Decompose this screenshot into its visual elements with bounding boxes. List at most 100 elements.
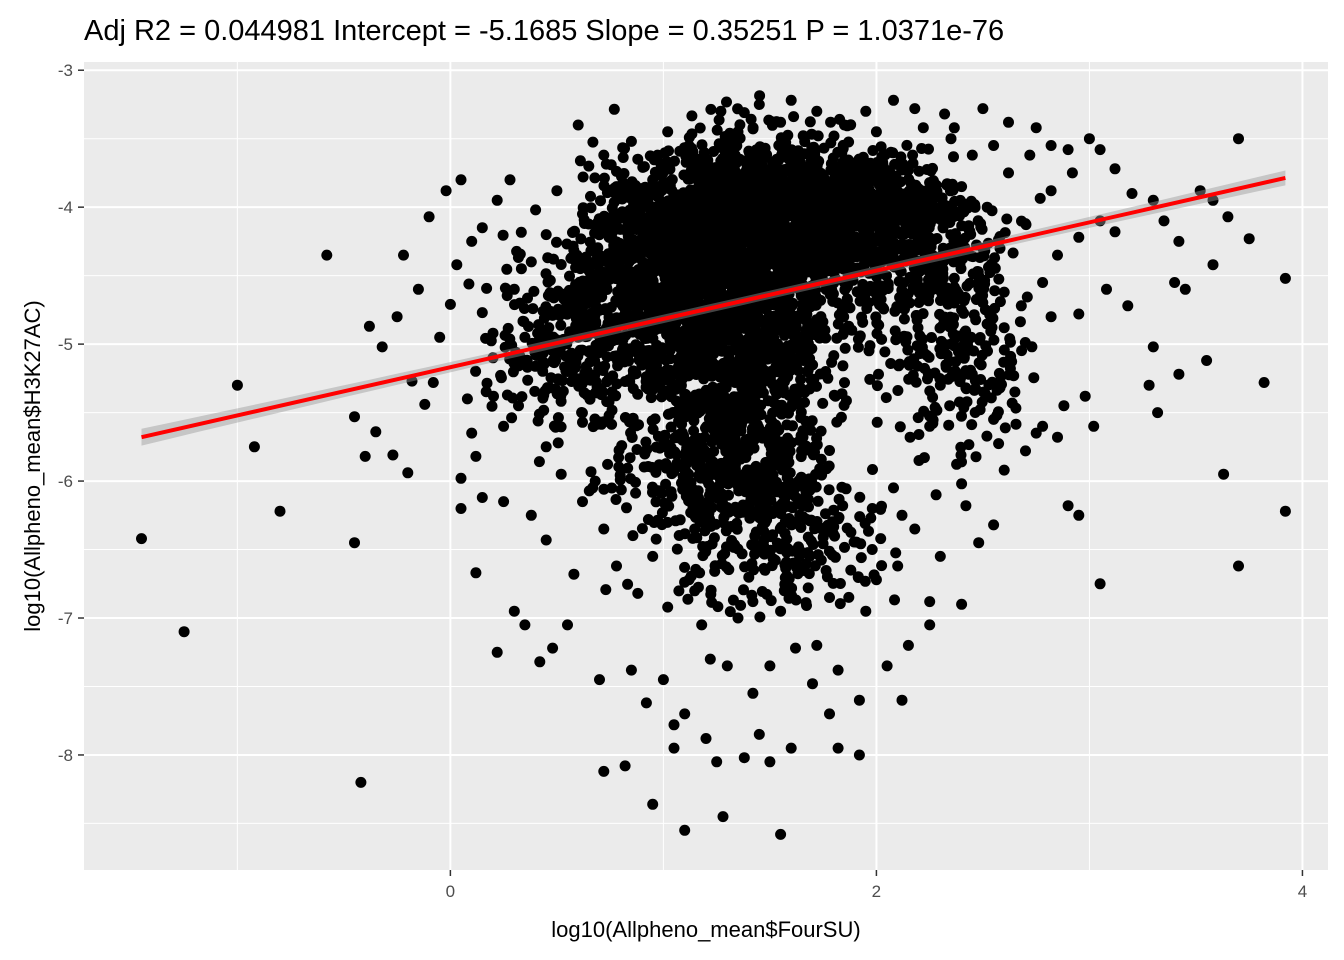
data-point: [672, 225, 684, 237]
data-point: [809, 446, 820, 458]
data-point: [795, 412, 807, 424]
data-point: [773, 443, 785, 455]
data-point: [538, 357, 550, 369]
data-point: [601, 376, 613, 388]
data-point: [720, 393, 732, 405]
data-point: [774, 302, 786, 314]
data-point: [878, 195, 890, 206]
data-point: [617, 152, 629, 163]
data-point: [647, 201, 659, 213]
data-point: [656, 196, 668, 208]
data-point: [827, 152, 839, 164]
data-point: [863, 190, 875, 202]
data-point: [852, 341, 864, 353]
data-point: [701, 362, 713, 373]
data-point: [871, 157, 883, 168]
data-point: [668, 322, 680, 334]
data-point: [761, 331, 773, 343]
data-point: [686, 110, 698, 122]
data-point: [621, 502, 632, 514]
data-point: [745, 113, 757, 125]
data-point: [703, 452, 715, 464]
data-point: [890, 242, 902, 254]
data-point: [501, 290, 513, 302]
data-point: [757, 354, 769, 366]
data-point: [752, 425, 764, 437]
data-point: [638, 331, 650, 343]
data-point: [651, 188, 663, 200]
data-point: [666, 204, 678, 216]
data-point: [818, 238, 830, 250]
data-point: [606, 482, 618, 494]
data-point: [518, 316, 530, 328]
data-point: [710, 199, 722, 211]
data-point: [817, 397, 829, 409]
data-point: [772, 264, 784, 276]
data-point: [934, 283, 946, 295]
data-point: [596, 291, 608, 303]
data-point: [512, 252, 524, 263]
data-point: [692, 393, 704, 405]
data-point: [751, 268, 763, 280]
data-point: [797, 256, 809, 268]
data-point: [755, 366, 767, 378]
data-point: [989, 252, 1001, 264]
data-point: [655, 285, 667, 297]
data-point: [850, 231, 862, 243]
data-point: [640, 436, 652, 448]
data-point: [647, 229, 659, 241]
data-point: [715, 247, 727, 259]
data-point: [911, 310, 923, 321]
data-point: [844, 215, 856, 227]
data-point: [673, 585, 685, 597]
data-point: [832, 235, 844, 247]
data-point: [619, 412, 631, 423]
data-point: [750, 184, 762, 196]
data-point: [657, 158, 668, 170]
data-point: [709, 307, 721, 319]
data-point: [656, 372, 668, 384]
data-point: [873, 368, 884, 380]
data-point: [705, 588, 717, 600]
data-point: [595, 389, 607, 401]
data-point: [682, 396, 694, 408]
data-point: [627, 530, 639, 542]
data-point: [797, 130, 809, 142]
data-point: [758, 275, 770, 287]
data-point: [748, 210, 760, 222]
data-point: [610, 494, 622, 505]
data-point: [742, 318, 754, 330]
data-point: [828, 350, 840, 362]
data-point: [913, 297, 925, 308]
data-point: [815, 425, 827, 437]
data-point: [552, 412, 564, 424]
data-point: [661, 301, 673, 313]
data-point: [547, 356, 559, 368]
data-point: [711, 422, 723, 434]
data-point: [502, 322, 514, 334]
data-point: [713, 167, 725, 179]
data-point: [780, 275, 792, 287]
data-point: [843, 320, 855, 332]
data-point: [773, 424, 785, 436]
data-point: [574, 155, 586, 167]
data-point: [575, 286, 587, 298]
data-point: [676, 271, 688, 283]
chart-title: Adj R2 = 0.044981 Intercept = -5.1685 Sl…: [84, 15, 1004, 47]
data-point: [590, 316, 602, 328]
data-point: [870, 311, 882, 323]
data-point: [739, 175, 751, 187]
data-point: [898, 313, 910, 325]
data-point: [639, 446, 651, 458]
data-point: [608, 212, 620, 224]
data-point: [763, 114, 775, 126]
data-point: [611, 334, 622, 346]
data-point: [888, 211, 900, 223]
data-point: [879, 346, 891, 358]
data-point: [698, 348, 710, 360]
data-point: [540, 268, 552, 280]
data-point: [715, 457, 727, 469]
data-point: [763, 435, 775, 447]
data-point: [622, 462, 634, 474]
data-point: [624, 376, 636, 388]
